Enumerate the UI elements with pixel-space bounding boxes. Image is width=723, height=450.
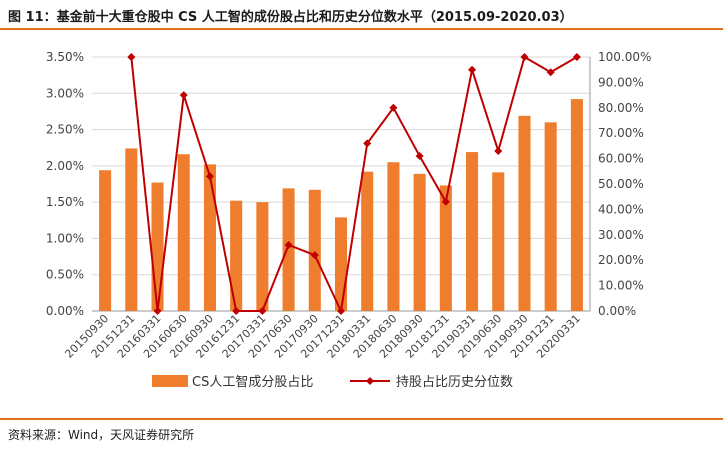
line-point: [389, 103, 398, 112]
line-layer: [127, 53, 581, 315]
line-point: [153, 307, 162, 315]
legend: CS人工智成分股占比 持股占比历史分位数: [152, 375, 513, 390]
bar: [203, 164, 216, 311]
left-tick-label: 3.00%: [46, 86, 84, 100]
left-tick-label: 2.50%: [46, 123, 84, 137]
bar: [570, 99, 583, 311]
line-point: [520, 53, 529, 61]
legend-bar-label: CS人工智成分股占比: [192, 375, 313, 390]
title-rule: [0, 28, 723, 30]
legend-line-marker: [366, 377, 374, 385]
bar: [518, 115, 531, 311]
left-tick-label: 0.00%: [46, 304, 84, 318]
bottom-rule: [0, 418, 723, 420]
right-tick-label: 30.00%: [598, 228, 644, 242]
line-point: [232, 307, 241, 315]
source-note: 资料来源：Wind，天风证券研究所: [8, 428, 195, 442]
bar: [151, 182, 164, 311]
bars-layer: [99, 99, 583, 311]
right-tick-label: 60.00%: [598, 152, 644, 166]
bar: [230, 200, 243, 311]
right-tick-label: 0.00%: [598, 304, 636, 318]
chart: 0.00% 0.50% 1.00% 1.50% 2.00% 2.50% 3.00% 3.50%…: [46, 50, 652, 390]
bar: [308, 189, 321, 311]
line-point: [468, 65, 477, 74]
bar: [256, 202, 269, 311]
bar: [387, 162, 400, 311]
left-axis: 0.00% 0.50% 1.00% 1.50% 2.00% 2.50% 3.00% 3.50%: [46, 50, 84, 318]
bar: [413, 173, 426, 311]
left-tick-label: 2.00%: [46, 159, 84, 173]
line-point: [258, 307, 267, 315]
right-tick-label: 100.00%: [598, 50, 651, 64]
left-tick-label: 1.00%: [46, 231, 84, 245]
bar: [466, 152, 479, 311]
percentile-line: [130, 55, 578, 315]
bar: [439, 185, 452, 311]
bar: [492, 172, 505, 311]
line-point: [546, 68, 555, 77]
bar: [361, 171, 374, 311]
left-tick-label: 3.50%: [46, 50, 84, 64]
right-tick-label: 20.00%: [598, 253, 644, 267]
line-point: [494, 146, 503, 155]
right-tick-label: 10.00%: [598, 279, 644, 293]
line-point: [337, 307, 345, 315]
legend-line-label: 持股占比历史分位数: [396, 375, 513, 390]
bar: [544, 122, 557, 311]
bar: [99, 170, 112, 311]
line-point: [284, 240, 293, 249]
line-point: [127, 53, 136, 61]
right-tick-label: 80.00%: [598, 101, 644, 115]
left-tick-label: 1.50%: [46, 195, 84, 209]
left-tick-label: 0.50%: [46, 268, 84, 282]
bar: [282, 188, 295, 311]
right-tick-label: 70.00%: [598, 126, 644, 140]
bar: [177, 154, 190, 311]
right-tick-label: 50.00%: [598, 177, 644, 191]
line-point: [415, 152, 424, 161]
bar: [334, 217, 348, 311]
line-point: [572, 53, 581, 61]
figure-title: 图 11：基金前十大重仓股中 CS 人工智的成份股占比和历史分位数水平（2015…: [8, 10, 573, 25]
line-point: [205, 172, 214, 181]
line-point: [441, 197, 450, 206]
line-point: [310, 251, 319, 260]
right-axis: 0.00% 10.00% 20.00% 30.00% 40.00% 50.00% 60.00…: [589, 50, 651, 318]
legend-bar-swatch: [152, 375, 188, 387]
line-point: [179, 91, 188, 100]
right-tick-label: 40.00%: [598, 202, 644, 216]
line-point: [363, 139, 372, 148]
right-tick-label: 90.00%: [598, 75, 644, 89]
x-axis: 2015093020151231201603312016063020160930…: [62, 312, 583, 361]
bar: [125, 148, 138, 311]
